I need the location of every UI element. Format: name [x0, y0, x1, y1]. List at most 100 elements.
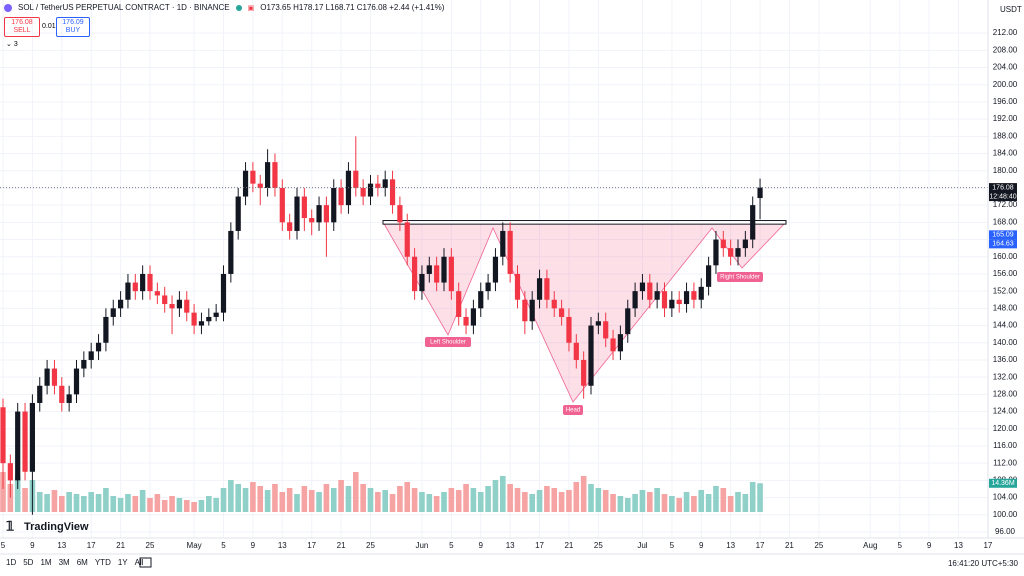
volume-bar — [580, 476, 587, 512]
logo-text: TradingView — [24, 521, 89, 533]
candle-body — [470, 308, 476, 326]
volume-bar — [411, 488, 418, 512]
volume-bar — [544, 486, 550, 512]
volume-bar — [749, 482, 756, 512]
candle-body — [559, 308, 565, 317]
y-tick-label: 140.00 — [993, 338, 1018, 347]
volume-bar — [220, 488, 227, 512]
candle-body — [735, 248, 741, 257]
volume-bar — [169, 496, 175, 512]
volume-bar — [279, 492, 286, 512]
volume-bar — [742, 494, 749, 512]
candle-body — [7, 463, 13, 481]
volume-bar — [73, 494, 80, 512]
volume-bar — [485, 486, 491, 512]
range-button[interactable]: 5D — [23, 558, 34, 567]
y-tick-label: 160.00 — [993, 252, 1018, 261]
candle-body — [404, 222, 410, 257]
y-tick-label: 124.00 — [993, 407, 1018, 416]
buy-label: BUY — [65, 27, 81, 34]
volume-bar — [286, 488, 293, 512]
volume-bar — [727, 496, 734, 512]
candle-body — [757, 187, 763, 199]
volume-bar — [514, 488, 521, 512]
volume-bar — [676, 498, 682, 512]
volume-bar — [470, 488, 477, 512]
volume-bar — [257, 486, 264, 512]
candle-body — [485, 282, 491, 292]
volume-bar — [242, 488, 249, 512]
volume-bar — [551, 488, 558, 512]
candle-body — [198, 321, 205, 326]
x-tick-label: 17 — [535, 541, 544, 550]
volume-bar — [573, 482, 580, 512]
x-tick-label: 21 — [116, 541, 125, 550]
candle-body — [522, 299, 528, 322]
candle-body — [88, 351, 94, 360]
volume-bar — [323, 484, 330, 512]
volume-bar — [345, 486, 352, 512]
candle-body — [169, 304, 175, 309]
volume-bar — [426, 494, 433, 512]
volume-bar — [154, 494, 161, 512]
volume-tag-label: 14.36M — [991, 480, 1015, 487]
volume-bar — [147, 498, 153, 512]
candle-body — [654, 291, 660, 300]
candle-body — [265, 162, 271, 188]
sell-label: SELL — [13, 27, 31, 34]
buy-button[interactable]: 176.09 BUY — [56, 17, 90, 37]
candle-body — [140, 273, 146, 292]
price-tag-label: 164.63 — [992, 241, 1014, 248]
x-tick-label: 13 — [57, 541, 66, 550]
candle-body — [683, 291, 690, 305]
range-button[interactable]: 1Y — [117, 558, 128, 567]
annotation-box — [425, 337, 471, 347]
volume-bar — [66, 492, 72, 512]
volume-bar — [705, 494, 712, 512]
range-button[interactable]: 1D — [6, 558, 17, 567]
candle-body — [661, 291, 668, 309]
x-tick-label: Jul — [637, 541, 647, 550]
candle-body — [441, 256, 447, 283]
logo-mark: 𝟙 — [6, 518, 14, 533]
volume-bar — [44, 494, 50, 512]
candle-body — [478, 291, 484, 309]
candle-body — [29, 402, 35, 472]
range-button[interactable]: 6M — [76, 558, 88, 567]
candle-body — [397, 205, 403, 223]
volume-bar — [36, 492, 43, 512]
candle-body — [588, 325, 594, 386]
candle-body — [66, 394, 72, 403]
sell-button[interactable]: 176.08 SELL — [4, 17, 40, 37]
candle-body — [191, 312, 197, 326]
candle-body — [213, 312, 219, 317]
volume-bar — [191, 502, 197, 512]
alert-icon[interactable]: ▣ — [247, 4, 255, 12]
volume-bar — [617, 496, 624, 512]
price-tag — [989, 239, 1017, 249]
volume-bar — [264, 490, 271, 512]
x-tick-label: 5 — [1, 541, 6, 550]
volume-bar — [683, 492, 690, 512]
y-tick-label: 168.00 — [993, 217, 1018, 226]
price-tag-label: 165.09 — [992, 232, 1014, 239]
range-button[interactable]: All — [134, 558, 144, 567]
volume-bar — [139, 490, 146, 512]
volume-bar — [103, 488, 109, 512]
x-tick-label: 9 — [927, 541, 932, 550]
candle-body — [22, 411, 28, 472]
volume-bar — [183, 500, 190, 512]
calendar-icon[interactable] — [139, 557, 152, 568]
range-button[interactable]: 3M — [58, 558, 70, 567]
volume-bar — [7, 484, 14, 512]
volume-bar — [624, 498, 631, 512]
indicators-toggle[interactable]: ⌄ 3 — [6, 41, 18, 48]
y-tick-label: 148.00 — [993, 303, 1018, 312]
volume-bar — [500, 476, 506, 512]
candle-body — [544, 278, 550, 300]
annotation: Left Shoulder — [430, 340, 466, 346]
volume-bar — [455, 490, 462, 512]
range-button[interactable]: YTD — [94, 558, 111, 567]
range-button[interactable]: 1M — [40, 558, 52, 567]
volume-bar — [22, 488, 28, 512]
